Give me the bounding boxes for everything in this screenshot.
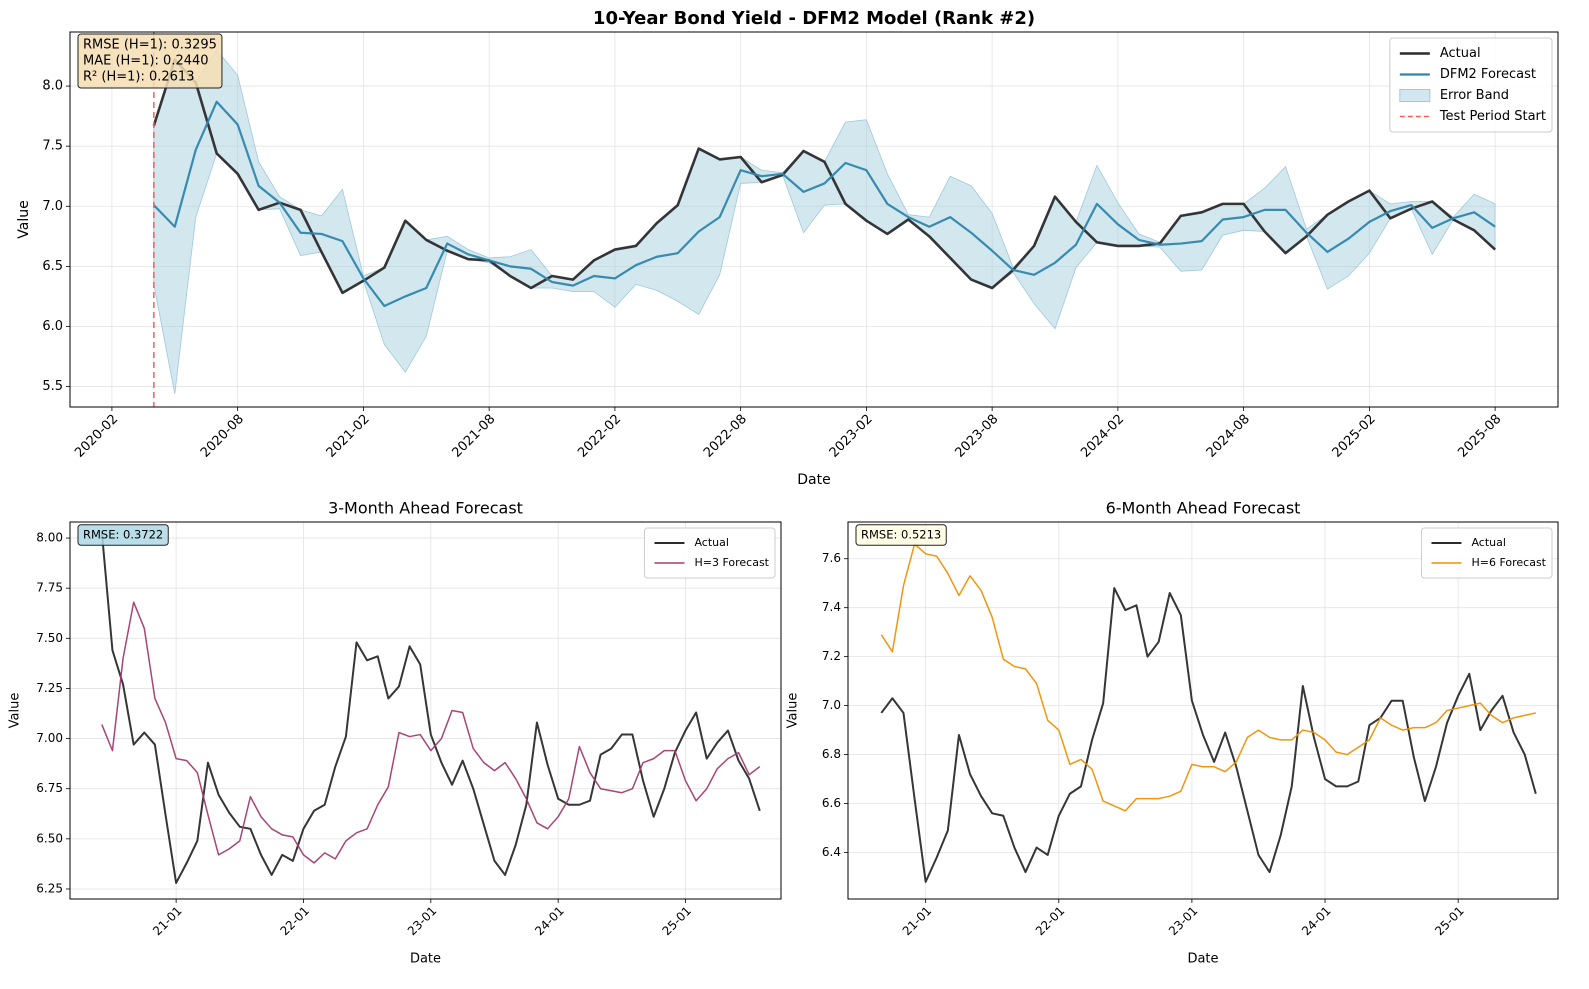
annotation-box [77,524,169,546]
legend-box [1420,527,1553,579]
x-tick-label: 2022-08 [701,412,750,461]
legend: Actual DFM2 Forecast Error Band Test Period… [1389,37,1553,133]
annotation-text: RMSE: 0.3722 [83,528,163,542]
x-tick-label: 2020-08 [198,412,247,461]
x-tick-label: 2023-08 [952,412,1001,461]
legend-label: Error Band [1440,88,1509,103]
annotation-text: RMSE: 0.5213 [861,528,941,542]
plot-frame [69,521,782,900]
y-tick-label: 6.0 [42,319,63,334]
error-band [153,49,1496,394]
y-tick-label: 7.5 [42,139,63,154]
x-tick-label: 22-01 [1033,904,1068,939]
annotation-text: MAE (H=1): 0.2440 [83,54,209,69]
series-line [101,601,761,864]
plot-frame [69,31,1559,408]
annotation: RMSE: 0.5213 [855,524,947,546]
y-axis-label: Value [16,200,32,238]
y-tick-label: 6.5 [42,259,63,274]
legend-label: DFM2 Forecast [1440,67,1536,82]
y-tick-label: 7.0 [822,698,841,712]
annotation-text: RMSE (H=1): 0.3295 [83,38,217,53]
x-tick-label: 2024-08 [1204,412,1253,461]
x-tick-label: 22-01 [277,904,312,939]
x-tick-label: 25-01 [1432,904,1467,939]
legend-box [643,527,776,579]
y-tick-label: 7.50 [36,631,63,645]
y-tick-label: 7.6 [822,551,841,565]
y-tick-label: 6.8 [822,747,841,761]
legend: Actual H=3 Forecast [643,527,776,579]
subplot: 6.4 6.6 6.8 7.0 7.2 7.4 7.6 21-01 22-01 23-01 24-0… [786,499,1559,967]
x-tick-label: 2021-08 [449,412,498,461]
x-tick-label: 2025-08 [1455,412,1504,461]
y-tick-label: 7.75 [36,581,63,595]
x-tick-label: 21-01 [150,904,185,939]
y-tick-label: 8.00 [36,531,63,545]
x-tick-label: 25-01 [660,904,695,939]
x-axis-label: Date [410,952,441,967]
legend-label: Test Period Start [1439,109,1546,124]
legend-label: Actual [694,536,728,549]
plot-frame [847,521,1559,900]
legend-label: H=6 Forecast [1471,556,1546,569]
legend-box [1389,37,1553,133]
series-line [152,58,1497,295]
annotation-text: R² (H=1): 0.2613 [83,70,194,85]
series-line [880,543,1536,812]
x-tick-label: 23-01 [405,904,440,939]
annotation: RMSE: 0.3722 [77,524,169,546]
x-tick-label: 2024-02 [1078,412,1127,461]
y-axis-label: Value [786,693,801,729]
y-tick-label: 7.0 [42,199,63,214]
y-tick-label: 7.25 [36,681,63,695]
subplot-title: 6-Month Ahead Forecast [1106,499,1301,518]
x-tick-label: 2023-02 [827,412,876,461]
y-tick-label: 5.5 [42,379,63,394]
y-tick-label: 6.75 [36,781,63,795]
y-tick-label: 6.50 [36,831,63,845]
x-tick-label: 2025-02 [1330,412,1379,461]
series-line [100,531,761,884]
legend: Actual H=6 Forecast [1420,527,1553,579]
x-tick-label: 24-01 [532,904,567,939]
legend-label: H=3 Forecast [694,556,769,569]
subplot-title: 10-Year Bond Yield - DFM2 Model (Rank #2… [593,8,1035,29]
y-tick-label: 7.00 [36,731,63,745]
x-tick-label: 21-01 [900,904,935,939]
x-tick-label: 2021-02 [324,412,373,461]
subplot: 5.5 6.0 6.5 7.0 7.5 8.0 2020-02 2020-08 2021-02 2… [16,8,1559,488]
y-tick-label: 7.2 [822,649,841,663]
y-tick-label: 6.25 [36,881,63,895]
y-axis-label: Value [8,693,23,729]
y-tick-label: 6.4 [822,845,841,859]
series-line [153,100,1496,308]
y-tick-label: 8.0 [42,79,63,94]
x-tick-label: 2022-02 [575,412,624,461]
y-tick-label: 7.4 [822,600,841,614]
x-tick-label: 24-01 [1299,904,1334,939]
legend-label: Actual [1471,536,1505,549]
subplot-title: 3-Month Ahead Forecast [328,499,523,518]
annotation-box [855,524,947,546]
y-tick-label: 6.6 [822,796,841,810]
x-tick-label: 2020-02 [72,412,121,461]
legend-handle [1399,89,1431,102]
x-axis-label: Date [1187,952,1218,967]
legend-label: Actual [1440,46,1481,61]
subplot: 6.25 6.50 6.75 7.00 7.25 7.50 7.75 8.00 21-01 22-… [8,499,782,967]
x-tick-label: 23-01 [1166,904,1201,939]
x-axis-label: Date [797,472,830,488]
annotation-box [77,33,223,89]
series-line [880,587,1537,883]
